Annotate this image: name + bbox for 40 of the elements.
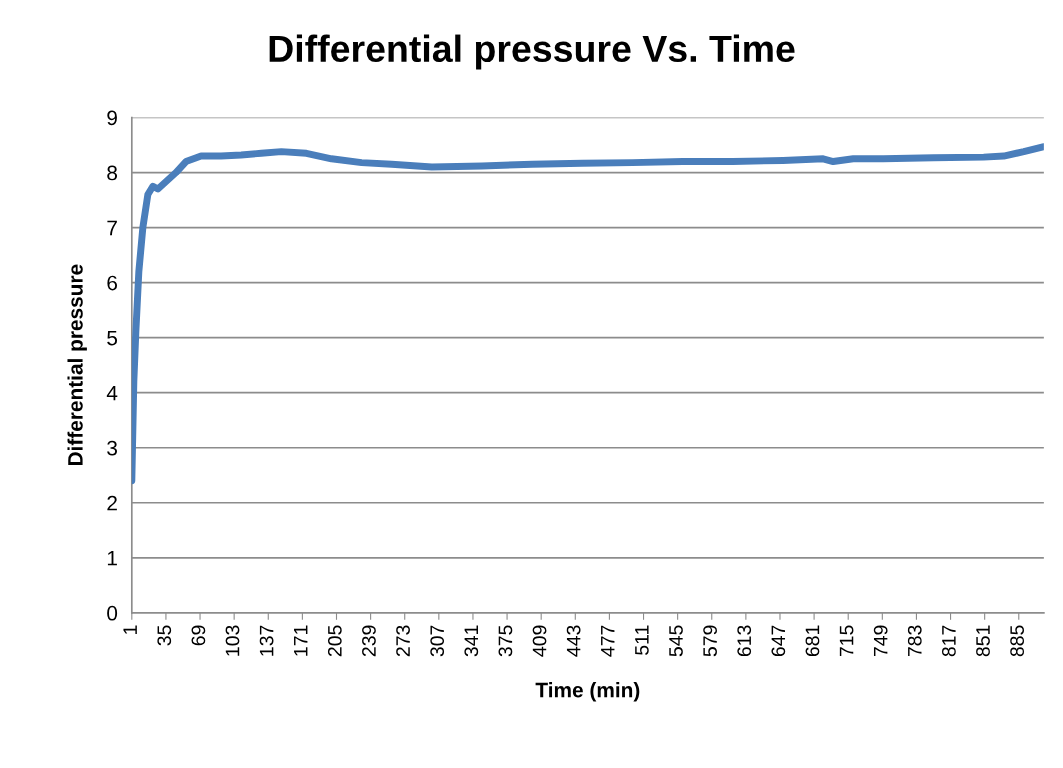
x-tick-label: 1 [123,625,137,634]
x-tick-label: 273 [396,625,410,657]
y-tick-label: 3 [107,440,118,456]
y-axis-title: Differential pressure [67,264,87,466]
x-tick-label: 647 [771,625,786,657]
x-tick-label: 171 [294,625,308,656]
x-tick-label: 35 [157,625,172,646]
y-tick-label: 8 [107,165,118,181]
x-tick-label: 409 [532,625,547,657]
y-tick-label: 1 [107,551,117,566]
x-tick-label: 341 [464,625,479,657]
y-tick-label: 6 [107,275,118,291]
x-axis-title: Time (min) [535,682,640,702]
x-tick-label: 749 [873,625,888,657]
x-tick-label: 103 [225,625,240,656]
y-tick-label: 7 [107,220,117,236]
x-tick-label: 307 [430,625,445,657]
chart-title: Differential pressure Vs. Time [269,34,795,70]
x-tick-label: 681 [805,625,820,657]
x-tick-label: 239 [362,625,376,657]
x-tick-label: 885 [1010,625,1024,657]
x-tick-label: 783 [907,625,922,657]
x-tick-label: 477 [601,625,615,657]
x-tick-label: 443 [566,625,581,657]
x-tick-label: 205 [327,625,342,657]
y-tick-label: 2 [107,495,117,511]
x-tick-label: 715 [839,625,854,657]
x-tick-label: 613 [737,625,752,657]
x-tick-label: 137 [259,625,274,656]
x-tick-label: 579 [703,625,717,657]
y-tick-label: 0 [107,605,118,621]
x-tick-label: 375 [498,625,513,657]
x-tick-label: 851 [976,625,990,657]
x-tick-label: 817 [942,625,956,657]
x-tick-label: 545 [669,625,683,657]
y-tick-label: 9 [107,110,117,126]
x-tick-label: 511 [635,625,649,655]
x-tick-label: 69 [191,625,206,646]
y-tick-label: 5 [107,330,118,346]
y-tick-label: 4 [106,385,118,401]
